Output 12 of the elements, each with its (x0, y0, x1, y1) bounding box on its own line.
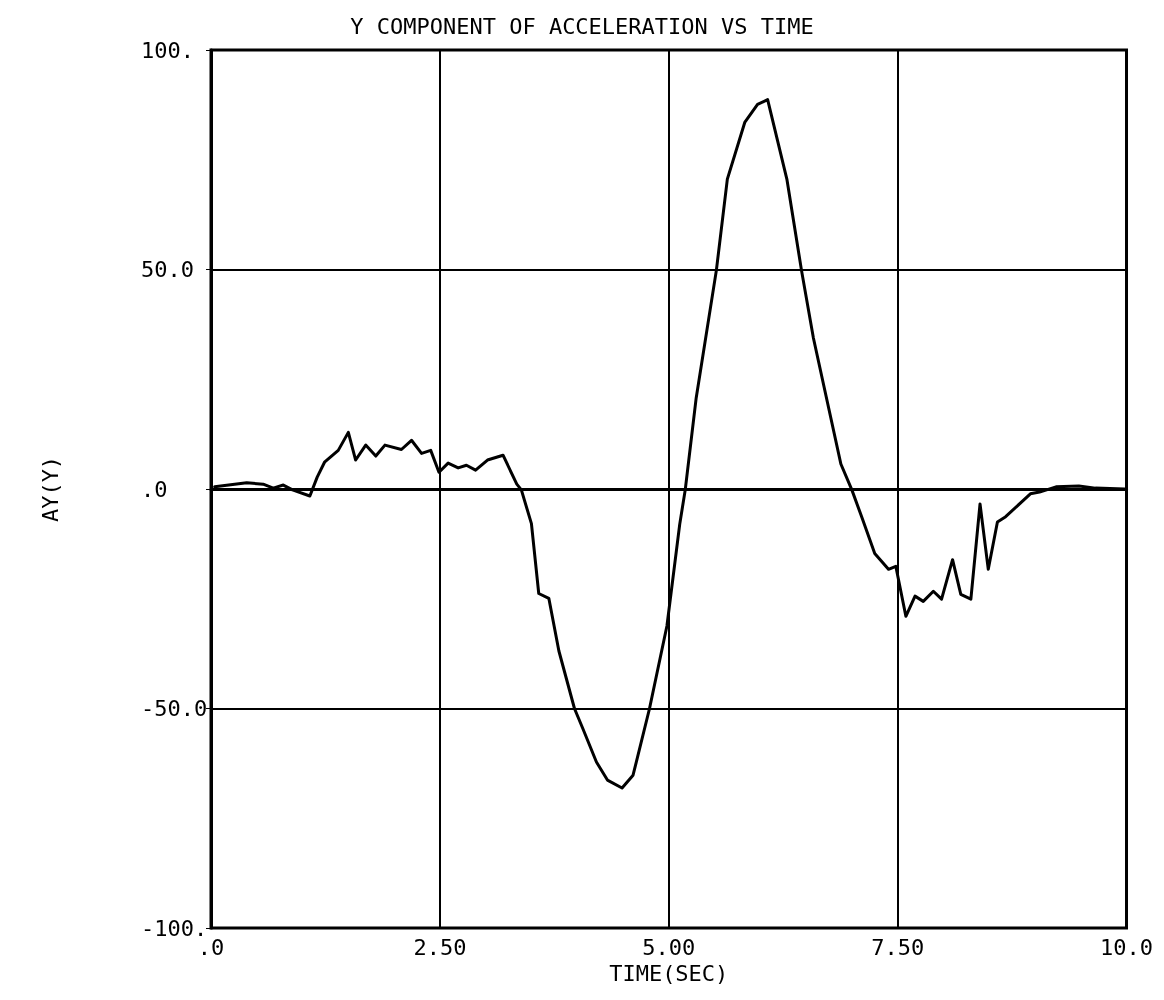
x-tick-label: 5.00 (642, 934, 696, 960)
x-tick-label: 7.50 (871, 934, 925, 960)
y-axis-title: AY(Y) (37, 455, 63, 523)
y-tick-label: -100. (141, 915, 208, 941)
y-tick-label: 100. (141, 37, 194, 63)
y-tick-label: .0 (141, 476, 168, 502)
chart-title: Y COMPONENT OF ACCELERATION VS TIME (350, 13, 814, 39)
x-tick-label: 10.0 (1100, 934, 1153, 960)
y-tick-label: -50.0 (141, 696, 208, 721)
x-tick-label: 2.50 (413, 934, 467, 960)
x-axis-title: TIME(SEC) (609, 961, 729, 987)
y-tick-label: 50.0 (141, 257, 194, 282)
